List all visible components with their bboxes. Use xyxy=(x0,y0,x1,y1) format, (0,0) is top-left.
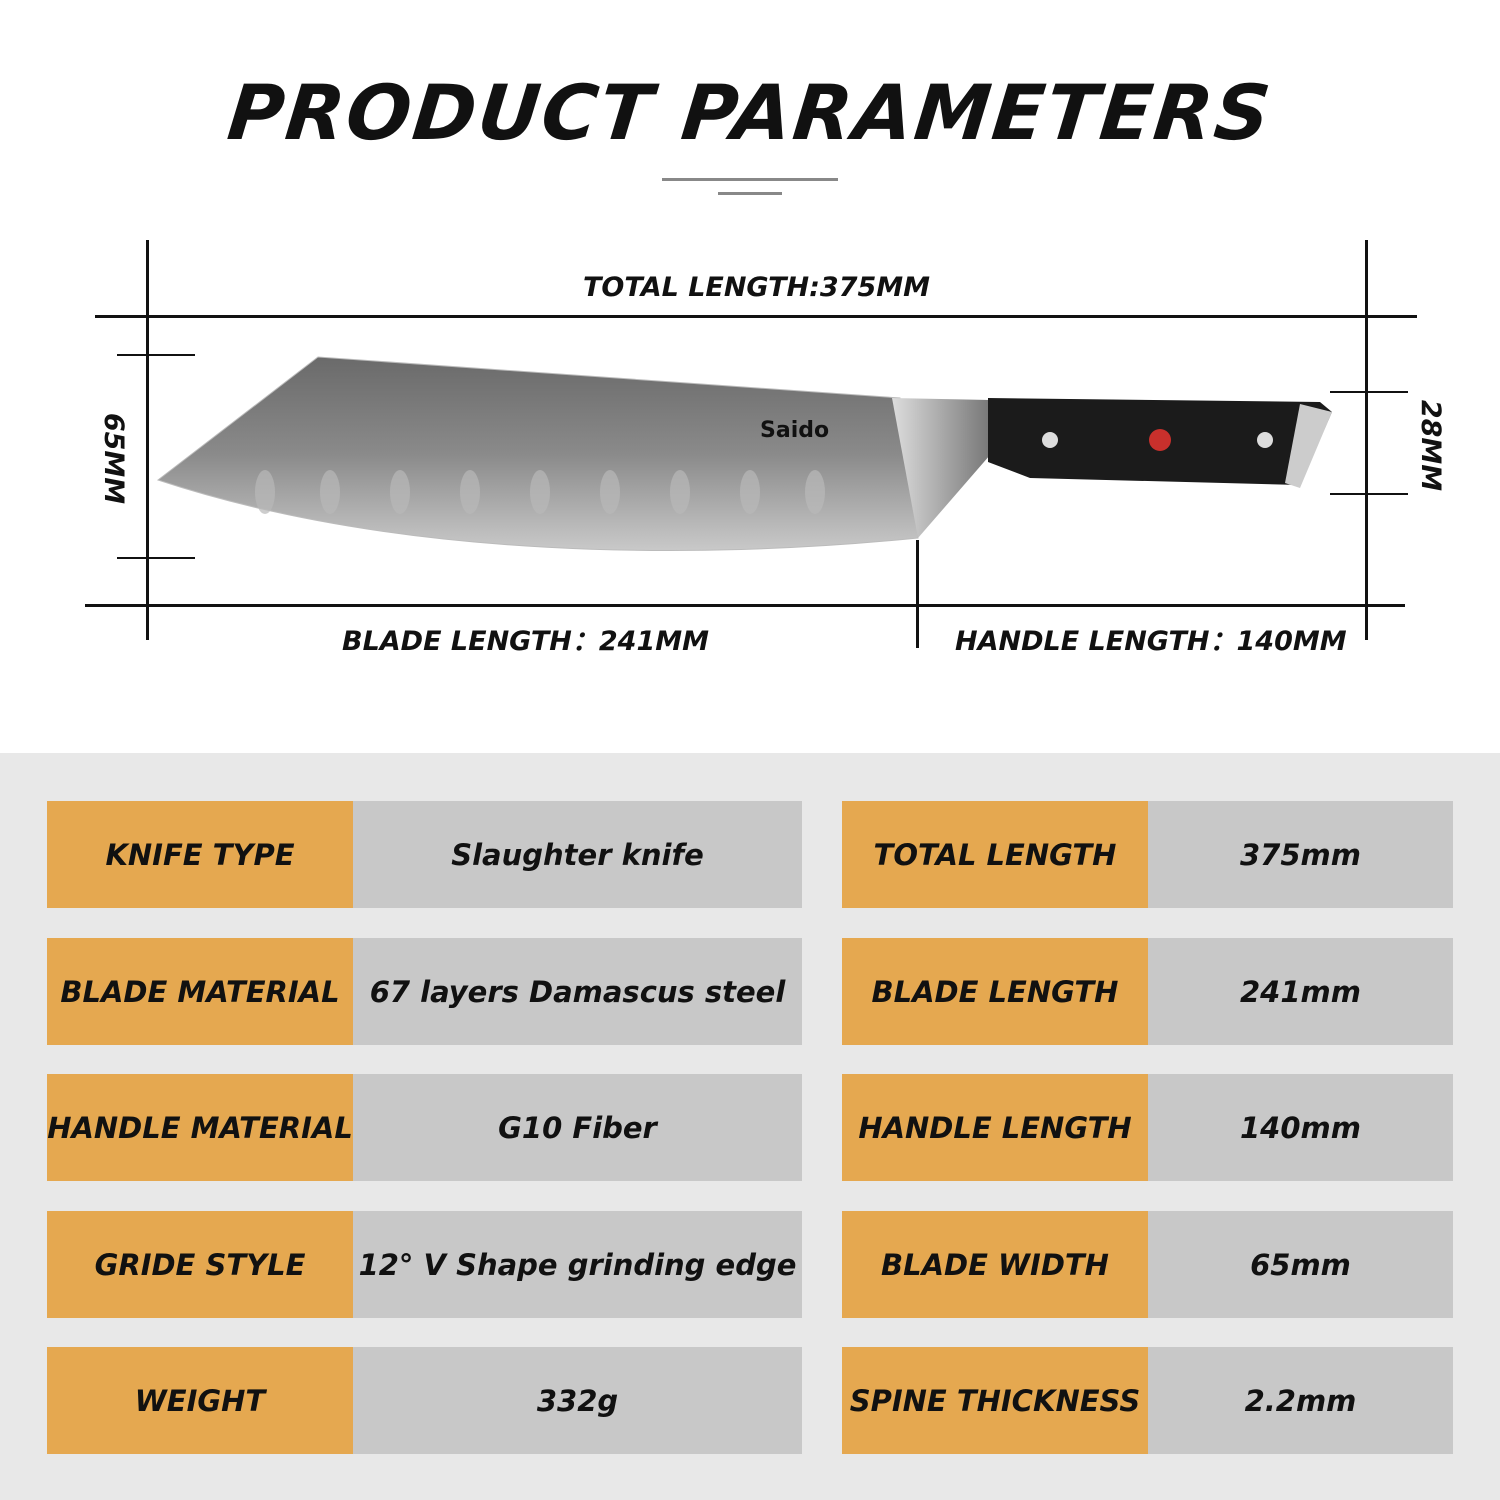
total-length-label: TOTAL LENGTH:375MM xyxy=(583,272,931,303)
dimension-line xyxy=(1330,391,1408,393)
handle-length-label: HANDLE LENGTH：140MM xyxy=(955,626,1347,657)
divider xyxy=(662,178,838,181)
spec-key: WEIGHT xyxy=(47,1347,353,1454)
spec-value: Slaughter knife xyxy=(353,801,802,908)
spec-value: 67 layers Damascus steel xyxy=(353,938,802,1045)
dimension-line xyxy=(146,240,149,640)
dimension-line xyxy=(95,315,1417,318)
spec-key: BLADE LENGTH xyxy=(842,938,1148,1045)
spec-key: GRIDE STYLE xyxy=(47,1211,353,1318)
spec-key: KNIFE TYPE xyxy=(47,801,353,908)
spec-value: 140mm xyxy=(1148,1074,1453,1181)
spec-value: 241mm xyxy=(1148,938,1453,1045)
spec-value: 12° V Shape grinding edge xyxy=(353,1211,802,1318)
spec-key: HANDLE MATERIAL xyxy=(47,1074,353,1181)
spec-key: HANDLE LENGTH xyxy=(842,1074,1148,1181)
dimension-line xyxy=(85,604,1405,607)
spec-value: 65mm xyxy=(1148,1211,1453,1318)
brand-logo: Saido xyxy=(760,418,829,443)
spec-value: G10 Fiber xyxy=(353,1074,802,1181)
spec-value: 332g xyxy=(353,1347,802,1454)
spec-key: TOTAL LENGTH xyxy=(842,801,1148,908)
dimension-line xyxy=(1330,493,1408,495)
spec-key: BLADE WIDTH xyxy=(842,1211,1148,1318)
spec-key: SPINE THICKNESS xyxy=(842,1347,1148,1454)
dimension-line xyxy=(1365,240,1368,640)
blade-length-label: BLADE LENGTH：241MM xyxy=(342,626,709,657)
knife-image: Saido xyxy=(156,356,1332,552)
spec-key: BLADE MATERIAL xyxy=(47,938,353,1045)
spec-value: 375mm xyxy=(1148,801,1453,908)
dimension-line xyxy=(117,557,195,559)
dimension-line xyxy=(117,354,195,356)
spec-value: 2.2mm xyxy=(1148,1347,1453,1454)
dimension-line xyxy=(916,540,919,648)
divider xyxy=(718,192,782,195)
